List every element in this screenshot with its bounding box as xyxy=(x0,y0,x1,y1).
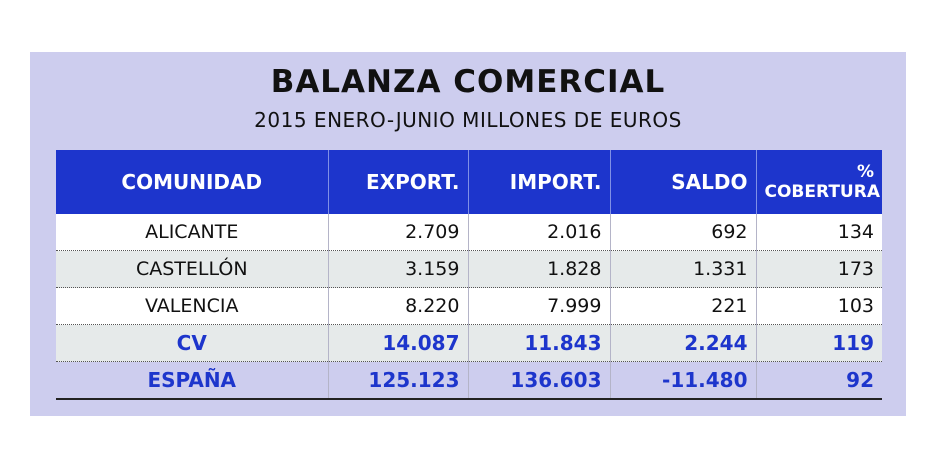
cell-export: 2.709 xyxy=(327,214,468,251)
cell-saldo: 2.244 xyxy=(609,324,756,362)
cell-saldo: 692 xyxy=(609,214,756,251)
table-row-highlight: ESPAÑA 125.123 136.603 -11.480 92 xyxy=(56,361,882,400)
cell-comunidad: CV xyxy=(56,324,328,362)
cell-saldo: -11.480 xyxy=(609,361,756,400)
header-cobertura-label: COBERTURA xyxy=(764,182,880,202)
trade-balance-table: COMUNIDAD EXPORT. IMPORT. SALDO % COBERT… xyxy=(56,150,882,400)
cell-import: 7.999 xyxy=(467,287,610,325)
table-row: VALENCIA 8.220 7.999 221 103 xyxy=(56,287,882,325)
cell-saldo: 1.331 xyxy=(609,250,756,288)
cell-import: 11.843 xyxy=(467,324,610,362)
cell-comunidad: CASTELLÓN xyxy=(56,250,328,288)
header-import: IMPORT. xyxy=(467,150,610,214)
header-cobertura-percent: % xyxy=(856,162,874,182)
table-row-highlight: CV 14.087 11.843 2.244 119 xyxy=(56,324,882,362)
table-row: ALICANTE 2.709 2.016 692 134 xyxy=(56,214,882,251)
table-row: CASTELLÓN 3.159 1.828 1.331 173 xyxy=(56,250,882,288)
cell-import: 1.828 xyxy=(467,250,610,288)
cell-import: 2.016 xyxy=(467,214,610,251)
cell-cobertura: 103 xyxy=(755,287,882,325)
header-comunidad: COMUNIDAD xyxy=(56,150,328,214)
cell-export: 3.159 xyxy=(327,250,468,288)
cell-cobertura: 119 xyxy=(755,324,882,362)
cell-import: 136.603 xyxy=(467,361,610,400)
header-cobertura: % COBERTURA xyxy=(755,150,882,214)
cell-export: 8.220 xyxy=(327,287,468,325)
cell-comunidad: VALENCIA xyxy=(56,287,328,325)
cell-export: 125.123 xyxy=(327,361,468,400)
header-export: EXPORT. xyxy=(327,150,468,214)
cell-saldo: 221 xyxy=(609,287,756,325)
header-row: COMUNIDAD EXPORT. IMPORT. SALDO % COBERT… xyxy=(56,150,882,214)
cell-cobertura: 134 xyxy=(755,214,882,251)
cell-export: 14.087 xyxy=(327,324,468,362)
chart-title: BALANZA COMERCIAL xyxy=(270,64,666,100)
cell-cobertura: 173 xyxy=(755,250,882,288)
chart-panel: BALANZA COMERCIAL 2015 ENERO-JUNIO MILLO… xyxy=(30,52,906,416)
cell-cobertura: 92 xyxy=(755,361,882,400)
chart-subtitle: 2015 ENERO-JUNIO MILLONES DE EUROS xyxy=(254,108,682,132)
header-saldo: SALDO xyxy=(609,150,756,214)
cell-comunidad: ALICANTE xyxy=(56,214,328,251)
cell-comunidad: ESPAÑA xyxy=(56,361,328,400)
